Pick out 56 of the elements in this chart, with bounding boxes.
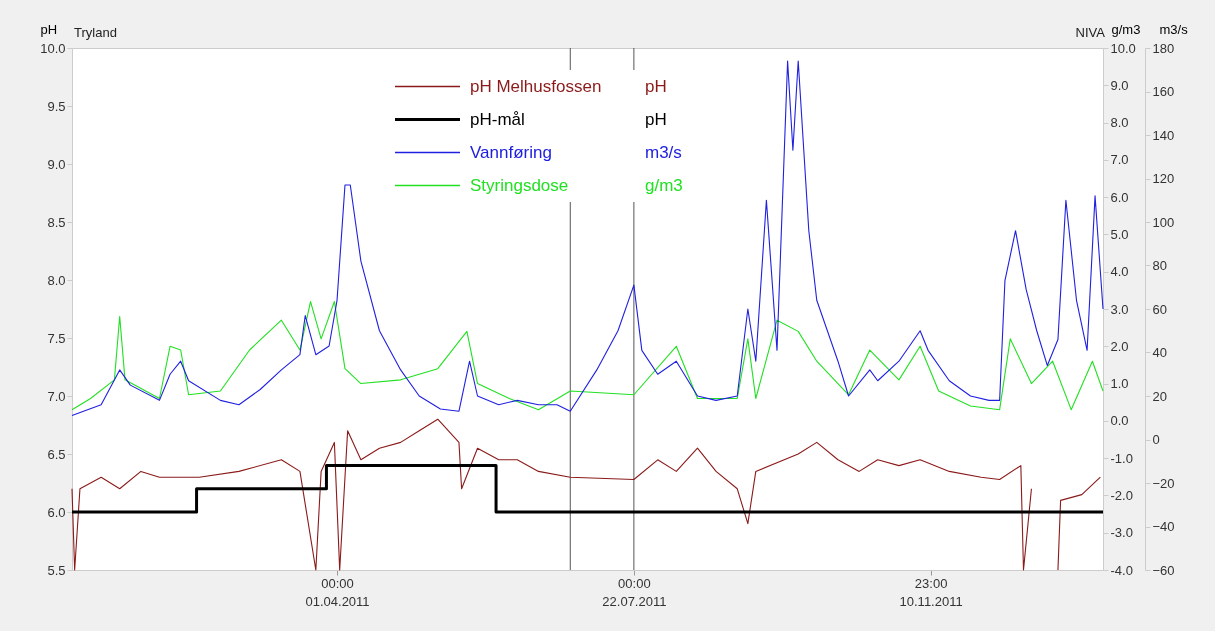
y2-axis-title: g/m3 [1111,21,1141,37]
y3-tick-label: 180 [1152,40,1175,56]
y3-tick-label: −20 [1152,475,1175,491]
y3-tick-label: 120 [1152,171,1175,186]
x-tick-label: 23:00 10.11.2011 [899,575,963,609]
y2-tick-label: 0.0 [1110,413,1129,429]
y-tick-label: 8.5 [47,214,66,230]
y2-tick-label: 7.0 [1110,152,1129,168]
x-tick-label: 00:00 22.07.2011 [602,575,667,609]
y2-tick-label: -1.0 [1110,450,1133,466]
annotation: pH [645,109,667,129]
y2-tick-label: -2.0 [1110,487,1133,503]
y-tick-label: 10.0 [40,40,66,56]
legend-label: pH Melhusfossen [470,76,602,96]
y-tick-label: 5.5 [47,562,66,578]
y3-tick-label: 80 [1152,258,1167,273]
line-series [71,300,1104,411]
annotation: g/m3 [645,175,683,195]
y2-tick-label: 9.0 [1110,77,1129,93]
y-tick-label: 6.5 [47,446,66,462]
y2-tick-label: 8.0 [1110,115,1129,131]
y3-tick-label: 0 [1152,432,1160,447]
x-tick-label: 00:00 01.04.2011 [305,575,370,609]
y-tick-label: 7.0 [47,388,66,404]
y3-tick-label: 20 [1152,388,1167,404]
y-tick-label: 8.0 [47,272,66,288]
y3-tick-label: 40 [1152,345,1167,360]
y2-tick-label: 5.0 [1110,226,1129,242]
legend-label: Vannføring [470,142,552,162]
y-tick-label: 7.5 [47,330,66,346]
line-series [71,60,1104,417]
legend-label: pH-mål [470,109,525,129]
y-axis-title: pH [40,21,58,37]
y2-tick-label: 1.0 [1110,376,1129,392]
y2-tick-label: 10.0 [1110,40,1136,56]
annotation: pH [645,76,667,96]
y2-tick-label: 4.0 [1110,264,1129,280]
y3-tick-label: 60 [1152,301,1167,317]
chart-title: Tryland [74,25,117,40]
y3-tick-label: −40 [1152,519,1175,534]
legend-label: Styringsdose [470,175,569,195]
y3-tick-label: 140 [1152,127,1175,143]
y3-axis-title: m3/s [1159,21,1189,37]
y3-tick-label: 100 [1152,214,1175,230]
y3-tick-label: 160 [1152,84,1175,99]
y2-tick-label: 6.0 [1110,189,1129,205]
y2-tick-label: -3.0 [1110,525,1133,541]
y3-tick-label: −60 [1152,562,1175,578]
y-tick-label: 9.5 [47,98,66,114]
y2-tick-label: 2.0 [1110,338,1129,354]
text: NIVA [1075,25,1106,40]
annotation: m3/s [645,142,682,162]
y2-tick-label: 3.0 [1110,301,1129,317]
y-tick-label: 9.0 [47,156,66,172]
y-tick-label: 6.0 [47,504,66,520]
y2-tick-label: -4.0 [1110,562,1133,578]
